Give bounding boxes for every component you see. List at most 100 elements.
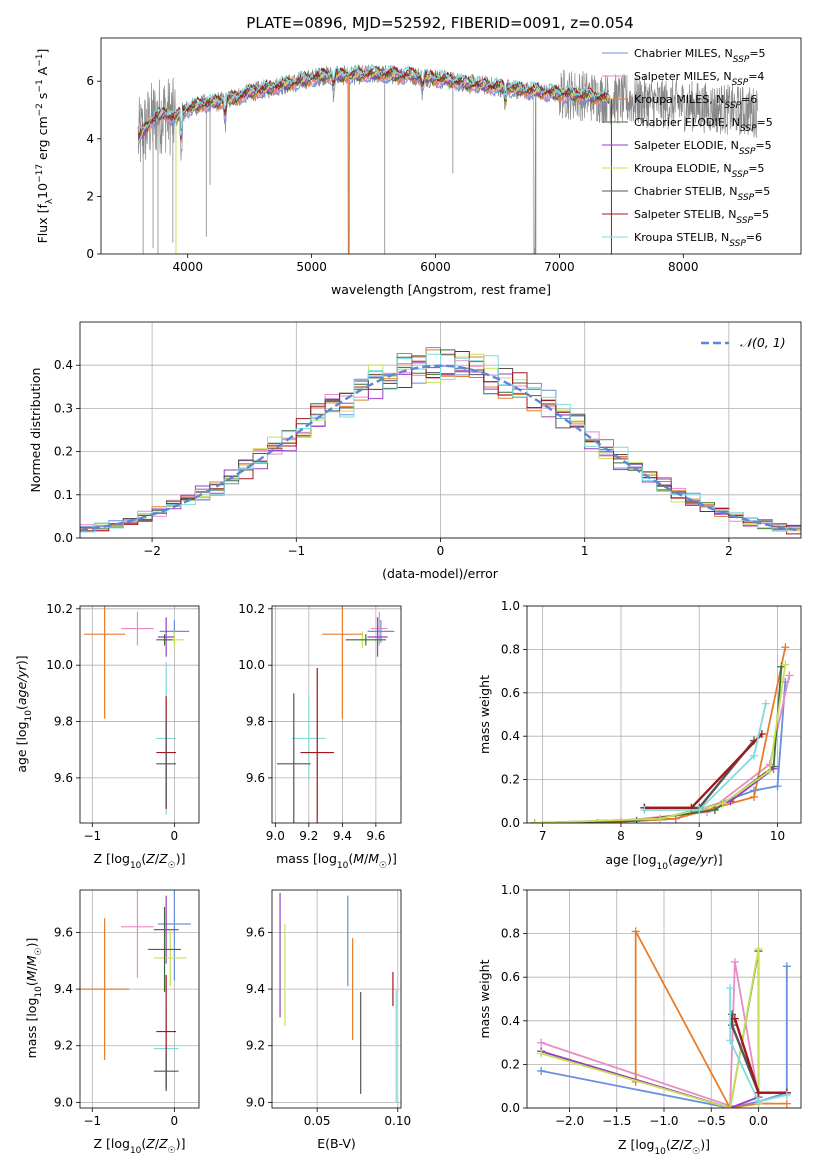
legend-label-salpeter_miles: Salpeter MILES, NSSP=4 xyxy=(634,70,764,88)
y-tick-label: 6 xyxy=(86,74,94,88)
legend-label-kroupa_stelib: Kroupa STELIB, NSSP=6 xyxy=(634,231,762,249)
x-axis-label-part: 10 xyxy=(657,862,669,872)
x-tick-label: −1 xyxy=(287,544,305,558)
plot-area-residuals xyxy=(80,347,801,535)
y-axis-label-part: −1 xyxy=(35,79,45,92)
y-tick-label: 0.0 xyxy=(501,1101,520,1115)
x-tick-label: 0.0 xyxy=(749,1114,768,1128)
legend-label-chabrier_stelib: Chabrier STELIB, NSSP=5 xyxy=(634,185,770,203)
y-tick-label: 9.0 xyxy=(54,1095,73,1109)
x-tick-label: −2 xyxy=(143,544,161,558)
panel-residuals: −2 −1 0 1 2 0.0 0.1 0.2 0.3 0.4 (data-model)/error… xyxy=(28,321,802,581)
x-axis-label: age [log10(age/yr)] xyxy=(605,852,722,872)
x-tick-label: 5000 xyxy=(296,260,327,274)
legend-label-kroupa_stelib-part: SSP xyxy=(729,239,746,249)
weight-line-salpeter_elodie xyxy=(540,1050,759,1108)
y-tick-label: 0.6 xyxy=(501,970,520,984)
x-tick-label: 0.05 xyxy=(304,1114,331,1128)
y-tick-label: 1.0 xyxy=(501,883,520,897)
plot-area-age_vs_mass xyxy=(277,606,395,823)
weight-marker-salpeter_stelib xyxy=(730,1014,739,1023)
legend-label-chabrier_stelib-part: Chabrier STELIB, N xyxy=(634,185,738,198)
weight-marker-kroupa_elodie xyxy=(726,1104,735,1108)
x-tick-label: 9 xyxy=(695,829,703,843)
y-tick-label: 0.1 xyxy=(54,488,73,502)
y-tick-label: 9.8 xyxy=(54,715,73,729)
x-tick-label: 9.4 xyxy=(333,829,352,843)
y-tick-label: 9.6 xyxy=(54,771,73,785)
y-axis-label-part: −2 xyxy=(35,103,45,116)
weight-marker-kroupa_elodie xyxy=(765,766,774,775)
x-axis-label-part: mass [log xyxy=(276,851,337,866)
y-tick-label: 9.6 xyxy=(246,925,265,939)
x-axis-label-part: Z xyxy=(158,1136,168,1151)
legend-label-salpeter_elodie: Salpeter ELODIE, NSSP=5 xyxy=(634,139,772,157)
weight-marker-salpeter_miles xyxy=(537,1038,546,1047)
legend-label-salpeter_elodie-part: =5 xyxy=(755,139,771,152)
x-tick-label: −0.5 xyxy=(697,1114,726,1128)
legend-label-normal: 𝒩(0, 1) xyxy=(740,335,786,350)
x-axis-label-part: ( xyxy=(141,851,146,866)
x-axis-label-part: )] xyxy=(387,851,397,866)
y-tick-label: 0.0 xyxy=(54,531,73,545)
legend-label-salpeter_stelib-part: =5 xyxy=(753,208,769,221)
weight-marker-kroupa_stelib xyxy=(695,805,704,814)
axes-frame xyxy=(271,889,402,1109)
x-axis-label-part: E(B-V) xyxy=(317,1136,356,1151)
plot-area-mass_vs_Z xyxy=(80,890,191,1092)
weight-marker-kroupa_elodie xyxy=(530,819,539,823)
x-axis-label-part: )] xyxy=(700,1137,710,1152)
x-tick-label: −2.0 xyxy=(555,1114,584,1128)
y-tick-label: 0.2 xyxy=(501,1057,520,1071)
plot-area-weight_vs_age xyxy=(530,643,794,823)
y-axis-label-part: mass [log xyxy=(24,998,39,1059)
y-tick-label: 2 xyxy=(86,189,94,203)
legend-label-kroupa_miles-part: Kroupa MILES, N xyxy=(634,93,724,106)
weight-marker-salpeter_miles xyxy=(785,671,794,680)
x-tick-label: −1.0 xyxy=(649,1114,678,1128)
x-axis-label-part: )] xyxy=(176,1136,186,1151)
x-axis-label: mass [log10(M/M☉)] xyxy=(276,851,397,871)
legend-label-salpeter_elodie-part: Salpeter ELODIE, N xyxy=(634,139,739,152)
weight-marker-kroupa_elodie xyxy=(718,799,727,808)
x-axis-label: (data-model)/error xyxy=(382,566,499,581)
legend-label-salpeter_miles-part: =4 xyxy=(748,70,764,83)
axes-frame xyxy=(526,889,802,1109)
weight-marker-chabrier_miles xyxy=(537,1066,546,1075)
y-tick-label: 0.8 xyxy=(501,642,520,656)
y-tick-label: 0.2 xyxy=(501,773,520,787)
y-tick-label: 9.8 xyxy=(246,715,265,729)
x-axis-label-part: Z xyxy=(145,851,155,866)
y-axis-label-part: λ xyxy=(45,198,55,204)
legend-label-chabrier_stelib-part: =5 xyxy=(754,185,770,198)
y-axis-label-part: ] xyxy=(35,49,50,54)
plot-area-spectrum xyxy=(137,64,758,254)
legend-label-kroupa_elodie-part: =5 xyxy=(748,162,764,175)
legend-label-chabrier_elodie-part: =5 xyxy=(757,116,773,129)
weight-marker-kroupa_elodie xyxy=(537,1049,546,1058)
weight-marker-salpeter_stelib xyxy=(754,1088,763,1097)
x-axis-label-part: age/yr xyxy=(673,852,714,867)
model-spectrum-line-chabrier_stelib xyxy=(138,65,609,139)
x-axis-label: Z [log10(Z/Z☉)] xyxy=(618,1137,710,1157)
y-tick-label: 0 xyxy=(86,247,94,261)
legend-label-chabrier_elodie: Chabrier ELODIE, NSSP=5 xyxy=(634,116,773,134)
weight-marker-kroupa_stelib xyxy=(750,751,759,760)
legend-label-kroupa_stelib-part: Kroupa STELIB, N xyxy=(634,231,729,244)
y-axis-label-part: A xyxy=(35,66,50,79)
y-axis-label-part: M xyxy=(24,970,39,981)
y-axis-label-part: 10 xyxy=(24,710,34,722)
x-axis-label-part: ☉ xyxy=(168,1146,176,1156)
x-axis-label-part: / xyxy=(155,851,160,866)
y-axis-label: Normed distribution xyxy=(28,368,43,493)
y-axis-label-part: ☉ xyxy=(34,947,44,955)
legend-label-chabrier_elodie-part: SSP xyxy=(740,124,757,134)
legend-label-kroupa_miles-part: SSP xyxy=(724,101,741,111)
x-axis-label-part: age [log xyxy=(605,852,656,867)
x-axis-label-part: ( xyxy=(141,1136,146,1151)
x-axis-label: Z [log10(Z/Z☉)] xyxy=(93,1136,185,1156)
